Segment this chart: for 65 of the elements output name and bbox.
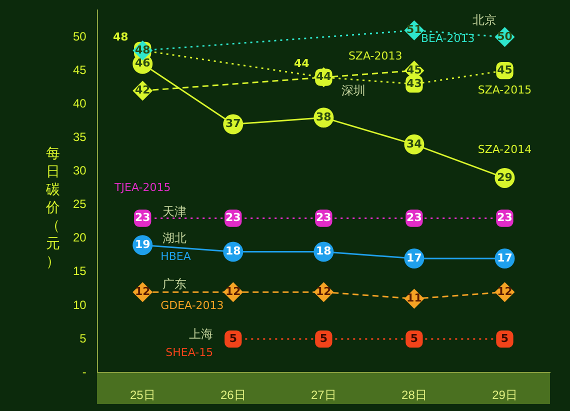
series-label: GDEA-2013 (160, 298, 224, 312)
annotation: 天津 (162, 204, 187, 218)
data-label: 11 (406, 292, 422, 305)
y-tick-label: - (82, 364, 86, 379)
annotation: 湖北 (162, 231, 187, 246)
data-label: 5 (320, 332, 328, 345)
x-tick-label: 29日 (492, 388, 518, 402)
y-tick-label: 35 (72, 130, 87, 144)
series-label: SHEA-15 (166, 346, 214, 359)
series-label: HBEA (160, 250, 192, 263)
data-label: 17 (497, 251, 512, 264)
data-label: 5 (410, 332, 418, 345)
data-label: 45 (406, 63, 422, 76)
text: TJEA-2015 (114, 181, 171, 194)
data-label: 34 (406, 137, 422, 150)
y-tick-label: 5 (80, 331, 87, 346)
annotation: 上海 (189, 327, 214, 342)
data-label: 5 (500, 332, 509, 345)
data-label: 44 (316, 70, 332, 84)
data-label: 23 (316, 211, 332, 224)
y-tick-label: 30 (72, 164, 87, 178)
data-label: 12 (497, 284, 512, 298)
series-label: SZA-2015 (478, 83, 532, 96)
x-tick-label: 26日 (220, 388, 246, 402)
data-label: 43 (406, 76, 422, 90)
data-label: 38 (316, 110, 332, 124)
data-label: 12 (225, 284, 241, 298)
data-label: 23 (406, 211, 422, 224)
series-label: SZA-2014 (478, 142, 532, 156)
y-tick-label: 15 (72, 264, 87, 278)
data-label: 46 (134, 56, 151, 70)
y-tick-label: 10 (72, 298, 87, 312)
annotation: 北京 (472, 13, 497, 28)
data-label: 48 (112, 30, 128, 44)
data-label: 17 (406, 251, 422, 264)
data-label: 42 (134, 84, 150, 97)
data-label: 37 (225, 117, 241, 130)
data-label: 23 (134, 211, 150, 224)
y-tick-label: 45 (72, 62, 87, 77)
data-label: 19 (134, 238, 150, 251)
data-label: 44 (294, 57, 310, 70)
data-label: 18 (225, 244, 241, 258)
data-label: 51 (406, 23, 422, 36)
series-label: SZA-2013 (348, 49, 402, 62)
x-tick-label: 25日 (130, 388, 156, 402)
data-label: 5 (229, 332, 237, 345)
y-axis-title: 每日碳价（元） (45, 145, 61, 271)
data-label: 18 (316, 244, 332, 258)
y-tick-label: 25 (72, 197, 87, 212)
data-label: 23 (497, 211, 512, 224)
data-label: 45 (497, 63, 512, 76)
y-tick-label: 20 (72, 230, 87, 245)
data-label: 12 (316, 284, 332, 298)
data-label: 29 (497, 170, 512, 184)
series-label: BEA-2013 (420, 32, 475, 45)
y-tick-label: 40 (72, 96, 87, 110)
data-label: 50 (497, 30, 513, 43)
y-tick-label: 50 (72, 29, 87, 44)
x-tick-label: 27日 (310, 388, 336, 402)
data-label: 23 (225, 211, 241, 224)
data-label: 12 (134, 284, 150, 298)
data-label: 48 (134, 43, 150, 56)
annotation: 广东 (162, 277, 187, 292)
annotation: 深圳 (342, 83, 366, 98)
x-tick-label: 28日 (402, 388, 427, 402)
